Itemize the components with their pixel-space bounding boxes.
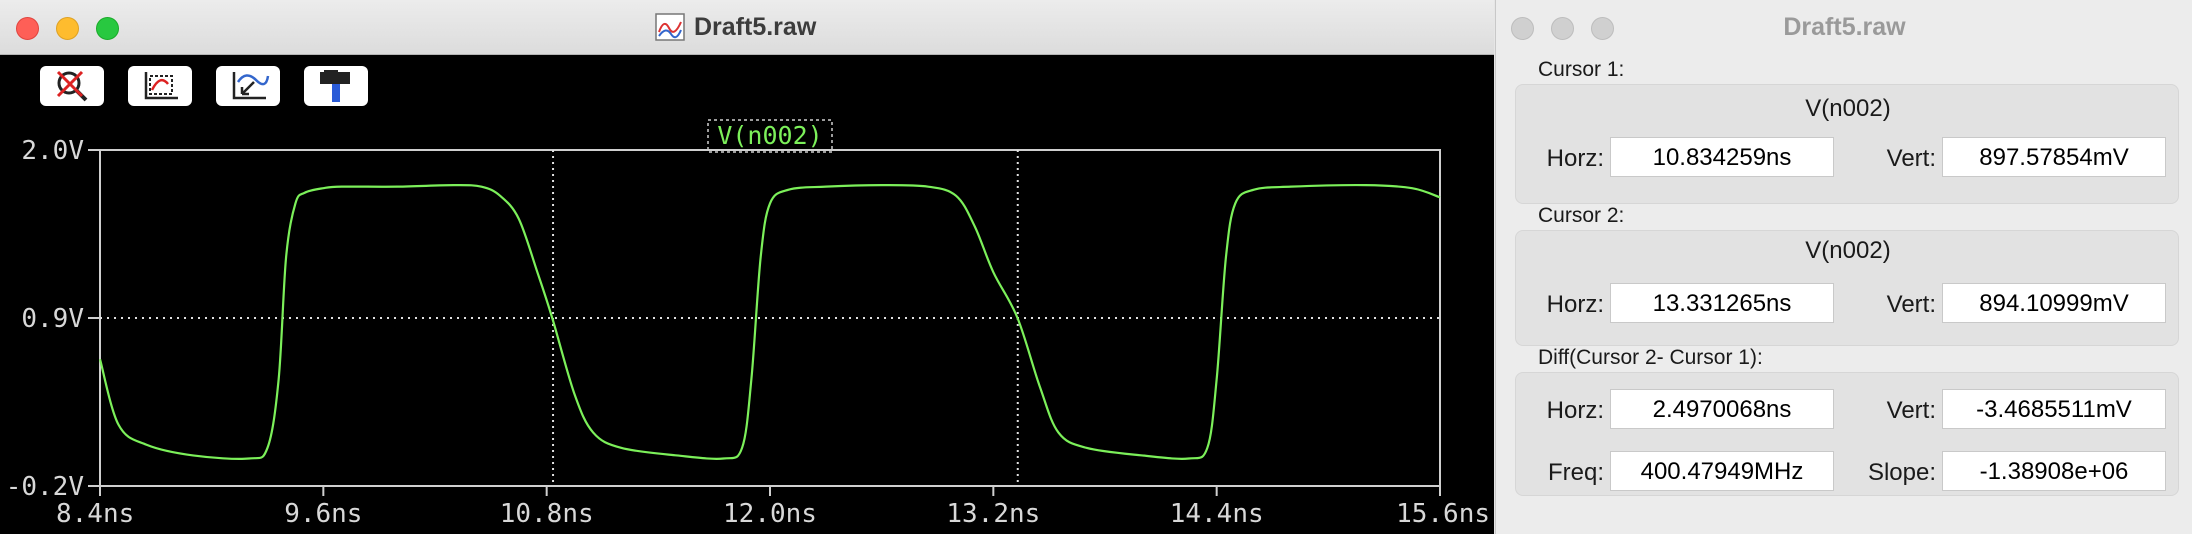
diff-slope-field[interactable]: -1.38908e+06 [1942, 451, 2166, 491]
y-tick-label: -0.2V [6, 472, 84, 502]
autorange-icon [144, 72, 178, 100]
series-line-0[interactable] [98, 183, 1441, 460]
x-tick-label: 9.6ns [284, 499, 362, 529]
trace-label[interactable]: V(n002) [717, 121, 822, 150]
minimize-button[interactable] [56, 17, 79, 40]
cursor1-group-label: Cursor 1: [1538, 58, 1625, 81]
zoom-cancel-icon [56, 70, 88, 102]
close-button[interactable] [16, 17, 39, 40]
x-tick-label: 13.2ns [946, 499, 1040, 529]
diff-group: Horz: 2.4970068ns Vert: -3.4685511mV Fre… [1515, 372, 2179, 496]
x-tick-label: 8.4ns [56, 499, 134, 529]
cursor1-vert-label: Vert: [1886, 145, 1936, 172]
cursor-window: Draft5.raw Cursor 1: V(n002) Horz: 10.83… [1495, 0, 2192, 534]
close-button-inactive[interactable] [1511, 17, 1534, 40]
cursor-measure-icon [232, 72, 270, 100]
autorange-button[interactable] [128, 66, 192, 106]
diff-vert-field[interactable]: -3.4685511mV [1942, 389, 2166, 429]
cursor1-group: V(n002) Horz: 10.834259ns Vert: 897.5785… [1515, 84, 2179, 204]
x-tick-label: 15.6ns [1396, 499, 1490, 529]
cursor2-horz-field[interactable]: 13.331265ns [1610, 283, 1834, 323]
cursor2-horz-label: Horz: [1546, 291, 1604, 318]
cursor2-group: V(n002) Horz: 13.331265ns Vert: 894.1099… [1515, 230, 2179, 346]
cursor-window-titlebar: Draft5.raw [1496, 0, 2192, 55]
minimize-button-inactive[interactable] [1551, 17, 1574, 40]
cursor2-group-label: Cursor 2: [1538, 204, 1625, 227]
cursor2-vert-field[interactable]: 894.10999mV [1942, 283, 2166, 323]
diff-horz-label: Horz: [1546, 397, 1604, 424]
cursor-window-title: Draft5.raw [1783, 13, 1906, 41]
trace-label-box [707, 119, 833, 153]
plot-frame-group [99, 149, 1441, 487]
cursor1-trace-name: V(n002) [1805, 95, 1891, 122]
cursor2-vert-label: Vert: [1886, 291, 1936, 318]
y-tick-label: 2.0V [21, 136, 84, 166]
plot-frame [99, 149, 1441, 487]
diff-horz-field[interactable]: 2.4970068ns [1610, 389, 1834, 429]
cursor2-trace-name: V(n002) [1805, 237, 1891, 264]
y-tick-label: 0.9V [21, 304, 84, 334]
diff-group-label: Diff(Cursor 2- Cursor 1): [1538, 346, 1763, 369]
diff-vert-label: Vert: [1886, 397, 1936, 424]
zoom-button-inactive[interactable] [1591, 17, 1614, 40]
waveform-plot[interactable]: 2.0V 0.9V -0.2V 8.4ns 9.6ns 10.8ns 12.0ns 13.2… [0, 56, 1494, 534]
diff-slope-label: Slope: [1867, 459, 1936, 486]
cursor1-horz-field[interactable]: 10.834259ns [1610, 137, 1834, 177]
diff-freq-label: Freq: [1547, 459, 1604, 486]
plot-window-titlebar: Draft5.raw [0, 0, 1494, 55]
cursor-measure-button[interactable] [216, 66, 280, 106]
plot-window: Draft5.raw [0, 0, 1494, 534]
hammer-button[interactable] [304, 66, 368, 106]
x-tick-label: 12.0ns [723, 499, 817, 529]
cursor1-horz-label: Horz: [1546, 145, 1604, 172]
zoom-button[interactable] [96, 17, 119, 40]
zoom-cancel-button[interactable] [40, 66, 104, 106]
x-tick-label: 10.8ns [500, 499, 594, 529]
diff-freq-field[interactable]: 400.47949MHz [1610, 451, 1834, 491]
cursor1-vert-field[interactable]: 897.57854mV [1942, 137, 2166, 177]
hammer-icon [320, 70, 350, 102]
plot-window-title: Draft5.raw [694, 13, 817, 41]
x-tick-label: 14.4ns [1170, 499, 1264, 529]
waveform-file-icon [655, 13, 685, 41]
